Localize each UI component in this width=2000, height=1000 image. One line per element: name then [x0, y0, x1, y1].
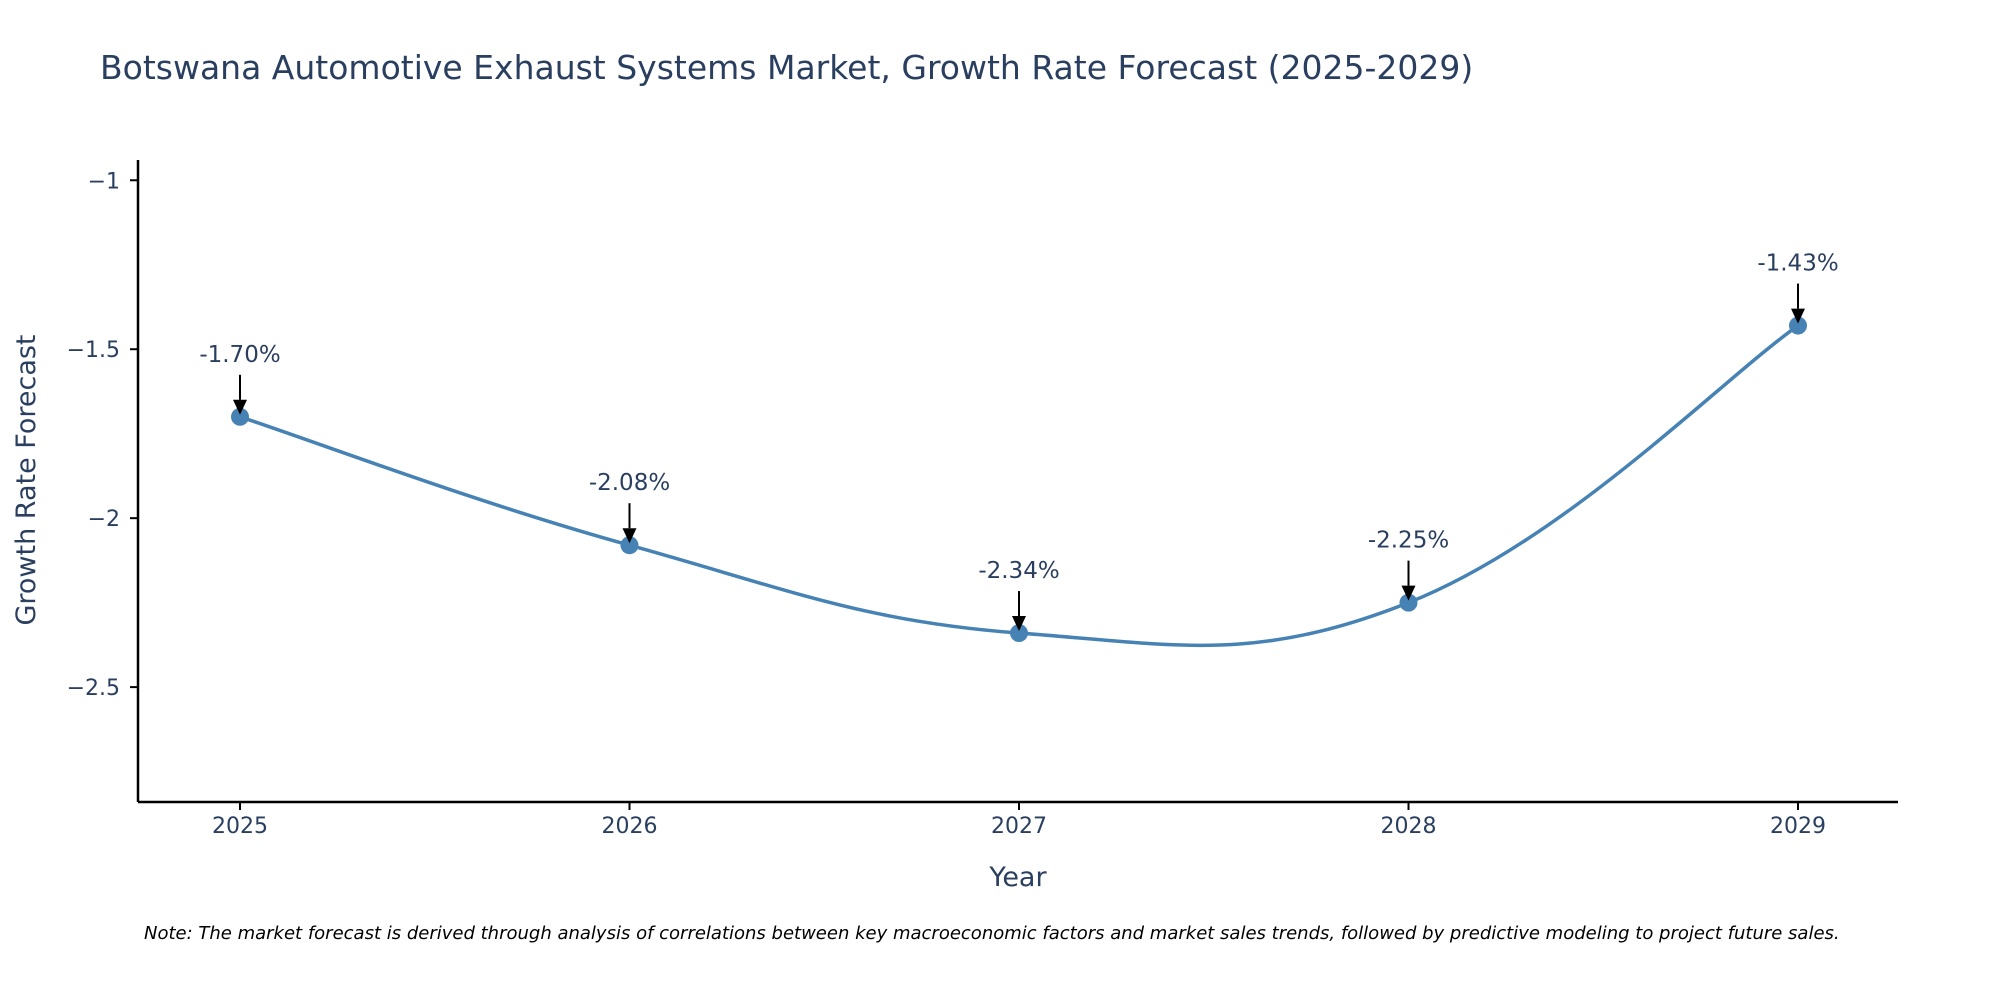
- x-tick-label: 2025: [212, 814, 268, 839]
- data-point: [231, 407, 249, 426]
- x-tick-label: 2026: [602, 814, 658, 839]
- annotation-arrow-head: [622, 528, 637, 544]
- data-points: [231, 316, 1807, 643]
- y-tick-label: −2.5: [67, 676, 120, 701]
- x-tick-label: 2029: [1770, 814, 1826, 839]
- data-annotations: -1.70% -2.08% -2.34% -2.25% -1.43%: [199, 251, 1839, 632]
- x-axis-title: Year: [988, 862, 1047, 893]
- data-point: [1789, 316, 1807, 335]
- data-point: [620, 536, 639, 555]
- data-label: -1.43%: [1757, 251, 1838, 277]
- data-label: -1.70%: [199, 342, 280, 368]
- data-point: [1399, 593, 1418, 612]
- chart-title: Botswana Automotive Exhaust Systems Mark…: [100, 48, 1473, 87]
- annotation-arrow-head: [1401, 585, 1416, 601]
- x-tick-label: 2027: [991, 814, 1047, 839]
- y-tick-label: −1: [88, 169, 120, 194]
- footnote: Note: The market forecast is derived thr…: [144, 923, 1840, 944]
- data-point: [1010, 624, 1028, 643]
- annotation-arrow-head: [233, 399, 247, 415]
- y-tick-label: −1.5: [67, 338, 120, 363]
- y-tick-label: −2: [88, 507, 120, 532]
- annotation-arrow-head: [1012, 616, 1026, 632]
- data-label: -2.34%: [978, 558, 1059, 584]
- y-axis-title: Growth Rate Forecast: [11, 334, 42, 625]
- annotation-arrow-head: [1791, 308, 1805, 324]
- data-label: -2.25%: [1368, 528, 1449, 554]
- data-label: -2.08%: [589, 470, 670, 496]
- x-axis-ticks: 2025 2026 2027 2028 2029: [212, 802, 1826, 839]
- y-axis-ticks: −1 −1.5 −2 −2.5: [67, 169, 138, 701]
- x-tick-label: 2028: [1381, 814, 1437, 839]
